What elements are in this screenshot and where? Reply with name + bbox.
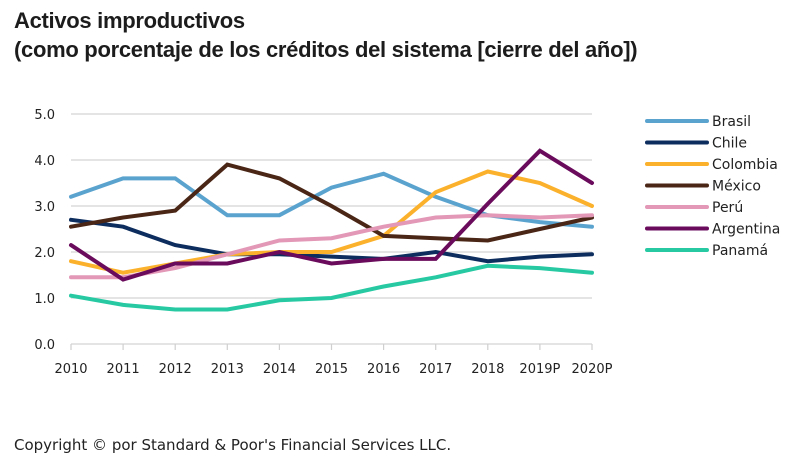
y-axis: 0.0 1.0 2.0 3.0 4.0 5.0: [34, 108, 55, 353]
x-tick-label: 2019P: [519, 362, 560, 377]
chart-title-line1: Activos improductivos: [14, 8, 245, 33]
y-tick-label: 1.0: [34, 292, 55, 307]
legend-item-panama: Panamá: [645, 243, 768, 259]
x-tick-label: 2015: [315, 362, 348, 377]
series-line-colombia: [69, 169, 594, 275]
x-tick-label: 2018: [471, 362, 504, 377]
legend-item-brasil: Brasil: [645, 114, 751, 130]
x-tick-label: 2017: [419, 362, 452, 377]
y-tick-label: 0.0: [34, 338, 55, 353]
x-tick-label: 2016: [367, 362, 400, 377]
chart-title: Activos improductivos (como porcentaje d…: [14, 6, 638, 64]
x-tick-label: 2011: [107, 362, 140, 377]
legend-label: Chile: [712, 136, 747, 152]
legend-label: Colombia: [712, 157, 778, 173]
x-axis: 2010 2011 2012 2013 2014 2015 2016 2017 2018 2019…: [54, 343, 613, 377]
legend: Brasil Chile Colombia México Perú Argentina Pa…: [645, 114, 780, 259]
y-tick-label: 2.0: [34, 246, 55, 261]
legend-item-argentina: Argentina: [645, 222, 780, 238]
legend-item-mexico: México: [645, 179, 761, 195]
y-tick-label: 4.0: [34, 154, 55, 169]
series-line-argentina: [69, 148, 594, 282]
legend-item-peru: Perú: [645, 200, 743, 216]
legend-label: México: [712, 179, 761, 195]
series-line-brasil: [69, 171, 594, 229]
series-line-peru: [69, 213, 594, 280]
legend-label: Argentina: [712, 222, 780, 238]
legend-label: Panamá: [712, 243, 768, 259]
legend-label: Brasil: [712, 114, 751, 130]
x-tick-label: 2020P: [572, 362, 613, 377]
legend-label: Perú: [712, 200, 743, 216]
series-line-panama: [69, 263, 594, 312]
legend-item-chile: Chile: [645, 136, 747, 152]
series-line-chile: [69, 217, 594, 264]
series-lines: [69, 148, 594, 312]
chart-title-line2: (como porcentaje de los créditos del sis…: [14, 37, 638, 62]
series-line-mexico: [69, 162, 594, 243]
x-tick-label: 2013: [211, 362, 244, 377]
y-tick-label: 5.0: [34, 108, 55, 123]
x-tick-label: 2012: [159, 362, 192, 377]
legend-item-colombia: Colombia: [645, 157, 778, 173]
x-tick-label: 2014: [263, 362, 296, 377]
copyright-notice: Copyright © por Standard & Poor's Financ…: [14, 436, 452, 454]
x-tick-label: 2010: [54, 362, 87, 377]
y-tick-label: 3.0: [34, 200, 55, 215]
